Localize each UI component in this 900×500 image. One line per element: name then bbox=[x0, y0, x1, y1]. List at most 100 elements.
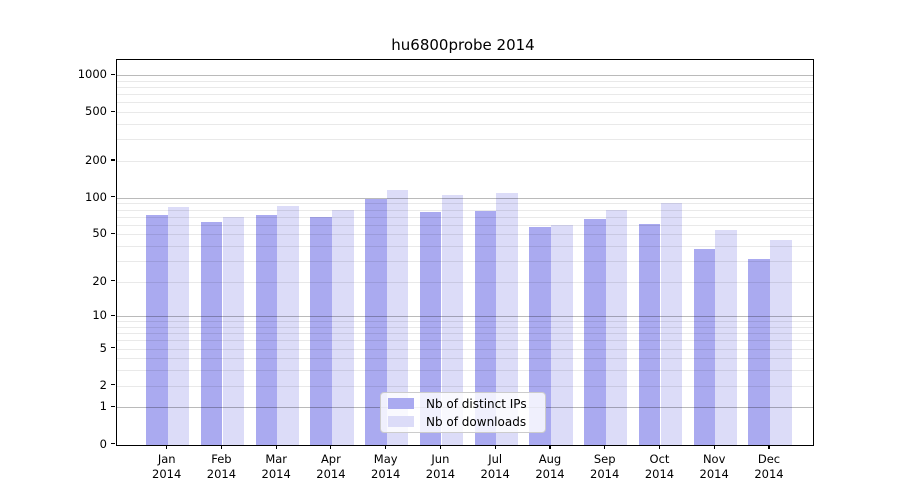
y-tick-label: 1 bbox=[99, 399, 107, 414]
gridline-minor bbox=[116, 245, 813, 247]
gridline-minor bbox=[116, 102, 813, 104]
y-tick-mark bbox=[111, 196, 115, 198]
y-tick-label: 200 bbox=[85, 152, 107, 167]
gridline-minor bbox=[116, 358, 813, 360]
bars-layer bbox=[117, 60, 813, 445]
legend-label: Nb of distinct IPs bbox=[426, 396, 527, 411]
bar-distinct-ips-may bbox=[365, 199, 387, 445]
y-tick-label: 5 bbox=[99, 340, 107, 355]
bar-distinct-ips-nov bbox=[693, 248, 715, 445]
x-tick-label-oct: Oct 2014 bbox=[644, 451, 675, 482]
grid-layer bbox=[116, 60, 813, 445]
gridline-minor bbox=[116, 203, 813, 205]
y-tick-label: 1000 bbox=[77, 67, 107, 81]
y-tick-label: 0 bbox=[99, 436, 107, 451]
chart-title: hu6800probe 2014 bbox=[391, 36, 535, 54]
gridline-minor bbox=[116, 80, 813, 82]
y-tick-mark bbox=[111, 384, 115, 386]
x-tick-mark bbox=[494, 444, 496, 449]
bar-downloads-sep bbox=[605, 209, 628, 445]
gridline-minor bbox=[116, 281, 813, 283]
x-tick-label-feb: Feb 2014 bbox=[206, 451, 237, 482]
x-tick-mark bbox=[768, 444, 770, 449]
gridline-minor bbox=[116, 112, 813, 113]
y-tick-mark bbox=[111, 159, 115, 161]
bar-distinct-ips-jun bbox=[419, 212, 442, 445]
legend-item-distinct-ips: Nb of distinct IPs bbox=[381, 397, 545, 411]
bar-distinct-ips-apr bbox=[310, 217, 332, 445]
x-tick-label-may: May 2014 bbox=[371, 451, 401, 482]
x-tick-label-aug: Aug 2014 bbox=[535, 451, 565, 482]
gridline-minor bbox=[116, 86, 813, 88]
y-tick-label: 50 bbox=[92, 226, 107, 241]
y-tick-mark bbox=[111, 73, 115, 75]
gridline-minor bbox=[116, 224, 813, 226]
bar-downloads-oct bbox=[660, 203, 683, 445]
y-tick-mark bbox=[111, 443, 115, 445]
gridline-minor bbox=[116, 340, 813, 342]
y-tick-label: 10 bbox=[92, 308, 107, 323]
gridline-minor bbox=[116, 160, 813, 162]
y-tick-mark bbox=[111, 232, 115, 234]
bar-downloads-jan bbox=[167, 206, 190, 445]
gridline-major bbox=[116, 197, 813, 199]
bar-downloads-aug bbox=[551, 224, 573, 445]
gridline-minor bbox=[116, 123, 813, 125]
bar-distinct-ips-jan bbox=[146, 215, 168, 445]
y-tick-mark bbox=[111, 405, 115, 408]
x-tick-label-jun: Jun 2014 bbox=[425, 451, 456, 482]
y-tick-label: 20 bbox=[92, 273, 107, 288]
x-tick-mark bbox=[385, 444, 387, 449]
bar-downloads-mar bbox=[277, 205, 299, 445]
gridline-minor bbox=[116, 139, 813, 141]
bar-distinct-ips-feb bbox=[200, 222, 223, 445]
bar-downloads-nov bbox=[715, 230, 737, 445]
legend-item-downloads: Nb of downloads bbox=[381, 415, 545, 429]
gridline-minor bbox=[116, 370, 813, 372]
bar-distinct-ips-mar bbox=[255, 215, 277, 445]
x-tick-mark bbox=[604, 444, 606, 449]
gridline-minor bbox=[116, 321, 813, 323]
gridline-minor bbox=[116, 260, 813, 262]
y-tick-mark bbox=[111, 347, 115, 349]
gridline-minor bbox=[116, 333, 813, 335]
gridline-minor bbox=[116, 327, 813, 328]
x-tick-label-mar: Mar 2014 bbox=[261, 451, 291, 482]
x-tick-label-nov: Nov 2014 bbox=[699, 451, 729, 482]
x-tick-label-dec: Dec 2014 bbox=[754, 451, 784, 482]
gridline-minor bbox=[116, 216, 813, 218]
bar-downloads-may bbox=[386, 190, 409, 445]
y-tick-label: 500 bbox=[85, 104, 107, 118]
legend-label: Nb of downloads bbox=[426, 414, 527, 429]
distinct-ips-swatch bbox=[388, 398, 414, 409]
gridline-minor bbox=[116, 94, 813, 95]
x-tick-mark bbox=[549, 444, 551, 449]
bar-downloads-apr bbox=[332, 210, 354, 445]
x-tick-label-jan: Jan 2014 bbox=[152, 451, 182, 482]
x-tick-label-sep: Sep 2014 bbox=[590, 451, 620, 482]
x-tick-mark bbox=[166, 444, 168, 449]
x-tick-mark bbox=[220, 444, 222, 449]
bar-distinct-ips-dec bbox=[748, 259, 770, 445]
gridline-minor bbox=[116, 209, 813, 211]
x-tick-label-jul: Jul 2014 bbox=[480, 451, 510, 482]
bar-distinct-ips-aug bbox=[529, 227, 551, 445]
bar-distinct-ips-sep bbox=[584, 218, 606, 445]
bar-distinct-ips-oct bbox=[638, 223, 661, 445]
gridline-minor bbox=[116, 385, 813, 387]
y-tick-label: 2 bbox=[99, 377, 107, 392]
y-tick-mark bbox=[111, 280, 115, 282]
x-tick-mark bbox=[330, 444, 332, 449]
plot-area bbox=[115, 58, 814, 446]
y-tick-label: 100 bbox=[85, 189, 107, 204]
y-tick-mark bbox=[111, 314, 115, 316]
gridline-major bbox=[116, 316, 813, 318]
bar-distinct-ips-jul bbox=[474, 210, 496, 445]
x-tick-label-apr: Apr 2014 bbox=[316, 451, 346, 482]
gridline-minor bbox=[116, 348, 813, 350]
downloads-swatch bbox=[388, 416, 414, 427]
bar-downloads-dec bbox=[770, 239, 792, 445]
x-tick-mark bbox=[275, 444, 277, 449]
x-tick-mark bbox=[658, 444, 661, 449]
